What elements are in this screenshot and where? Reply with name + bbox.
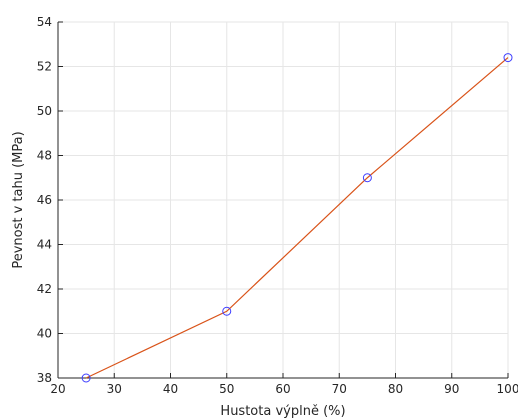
y-tick-label: 44: [37, 238, 52, 252]
data-point-marker: [81, 373, 91, 383]
x-tick-label: 60: [275, 382, 290, 396]
data-point-marker: [222, 306, 232, 316]
grid: [57, 21, 509, 379]
y-tick-label: 48: [37, 149, 52, 163]
y-tick-label: 54: [37, 15, 52, 29]
series-line: [85, 57, 509, 379]
y-tick-label: 46: [37, 193, 52, 207]
data-point-marker: [503, 53, 513, 63]
x-tick-label: 90: [444, 382, 459, 396]
y-tick-label: 42: [37, 282, 52, 296]
x-tick-label: 80: [388, 382, 403, 396]
y-tick-label: 50: [37, 104, 52, 118]
x-tick-label: 50: [219, 382, 234, 396]
tick-labels: 20 30 40 50 60 70 80 90 100 38 40 42 44 46 48 50 52 54: [37, 15, 518, 396]
data-point-marker: [362, 173, 372, 183]
x-tick-label: 40: [163, 382, 178, 396]
series: [81, 53, 513, 383]
y-tick-label: 38: [37, 371, 52, 385]
x-tick-label: 30: [107, 382, 122, 396]
x-tick-label: 100: [497, 382, 518, 396]
x-axis-label: Hustota výplně (%): [220, 404, 345, 419]
y-axis-label: Pevnost v tahu (MPa): [11, 131, 26, 268]
x-tick-label: 20: [50, 382, 65, 396]
x-tick-label: 70: [332, 382, 347, 396]
y-tick-label: 52: [37, 60, 52, 74]
y-tick-label: 40: [37, 327, 52, 341]
axes: [57, 21, 509, 379]
